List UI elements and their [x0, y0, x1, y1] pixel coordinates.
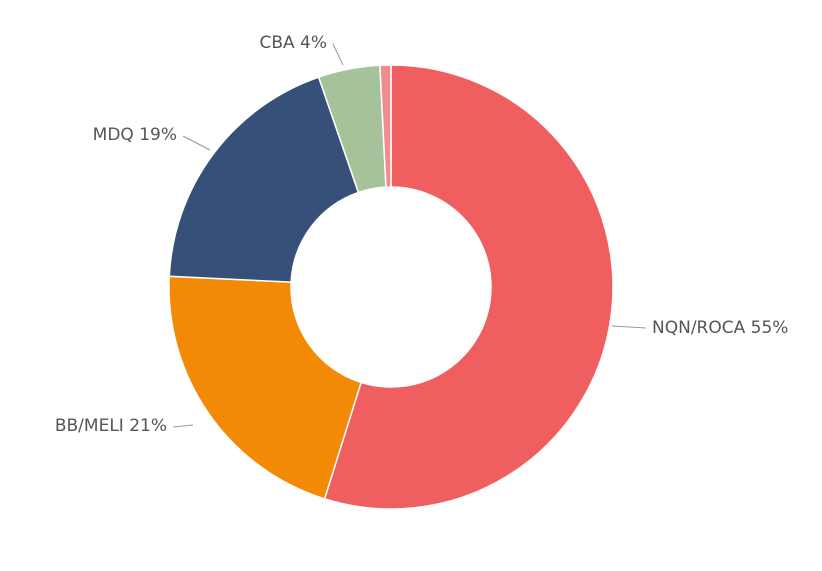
- donut-slices: [168, 64, 614, 510]
- label-mdq: MDQ 19%: [93, 125, 177, 145]
- slice-nqn-roca: [323, 64, 614, 510]
- leader-bb-meli: [172, 424, 194, 428]
- leader-mdq: [182, 135, 211, 151]
- label-cba: CBA 4%: [259, 33, 327, 53]
- slice-labels: NQN/ROCA 55% BB/MELI 21% MDQ 19% CBA 4%: [55, 33, 789, 436]
- label-bb-meli: BB/MELI 21%: [55, 416, 167, 436]
- slice-bb-meli: [168, 275, 363, 500]
- slice-unlabeled: [379, 64, 392, 188]
- leader-lines: [172, 43, 647, 428]
- leader-nqn-roca: [611, 325, 647, 329]
- leader-cba: [332, 43, 344, 66]
- label-nqn-roca: NQN/ROCA 55%: [652, 318, 788, 338]
- slice-mdq: [168, 76, 360, 283]
